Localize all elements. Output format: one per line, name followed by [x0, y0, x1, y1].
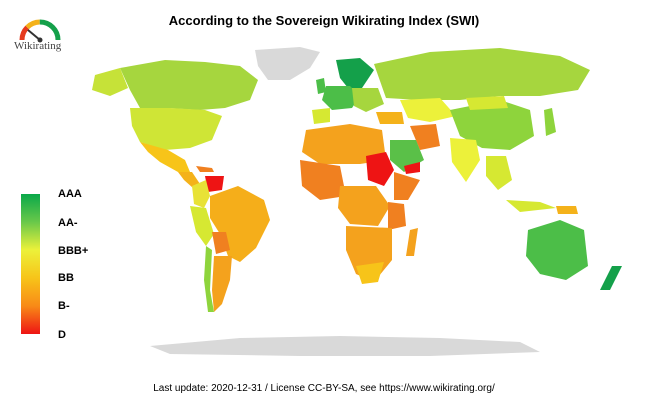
southeast-asia [486, 156, 512, 190]
legend-label-bbb-plus: BBB+ [58, 245, 89, 257]
peru [190, 206, 214, 246]
canada [120, 60, 258, 110]
west-africa [300, 160, 346, 200]
north-africa [302, 124, 386, 164]
legend-label-bb: BB [58, 272, 74, 284]
footer-note: Last update: 2020-12-31 / License CC-BY-… [153, 383, 495, 394]
new-zealand [600, 266, 622, 290]
indonesia [506, 200, 556, 212]
alaska [92, 68, 128, 96]
central-america [178, 172, 200, 188]
central-africa [338, 186, 390, 226]
iberia [312, 108, 330, 124]
mexico [140, 142, 190, 172]
bolivia [212, 232, 230, 254]
iran [410, 124, 440, 150]
scandinavia [336, 58, 374, 88]
madagascar [406, 228, 418, 256]
caribbean [196, 166, 214, 172]
turkey [376, 112, 404, 124]
legend-color-bar [21, 194, 40, 334]
legend-label-d: D [58, 329, 66, 341]
colombia [192, 180, 210, 208]
yemen [404, 162, 420, 174]
papua [556, 206, 578, 214]
china [450, 100, 534, 150]
chile [204, 246, 214, 312]
greenland [255, 47, 320, 80]
logo-text: Wikirating [14, 40, 62, 52]
mongolia [466, 96, 508, 110]
map-title: According to the Sovereign Wikirating In… [168, 13, 480, 28]
argentina [212, 256, 232, 312]
legend-label-aaa: AAA [58, 188, 82, 200]
east-africa [388, 202, 406, 230]
usa [130, 108, 222, 150]
sudan [366, 152, 394, 186]
horn-africa [394, 172, 420, 200]
legend-label-aa-minus: AA- [58, 217, 78, 229]
south-africa [356, 262, 384, 284]
western-europe [322, 86, 360, 110]
india [450, 138, 480, 182]
legend-label-b-minus: B- [58, 300, 70, 312]
eastern-europe [352, 88, 384, 112]
russia [374, 48, 590, 100]
gauge-icon [19, 19, 61, 43]
australia [526, 220, 588, 280]
japan [544, 108, 556, 136]
central-asia [400, 98, 456, 122]
antarctica [150, 336, 540, 356]
uk [316, 78, 326, 94]
venezuela [205, 176, 224, 192]
